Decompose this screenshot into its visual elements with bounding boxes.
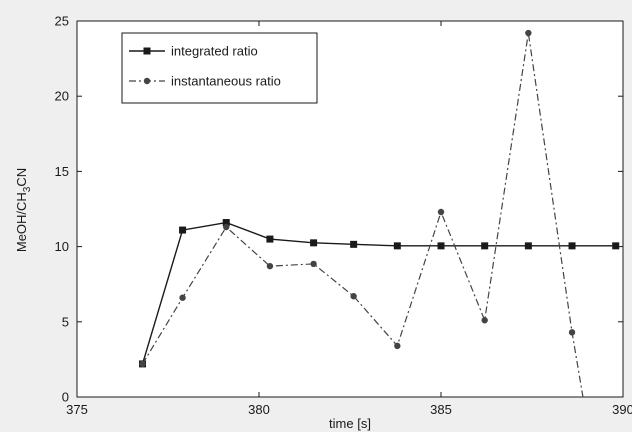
integrated-point-11: [612, 242, 620, 250]
instantaneous-point-7: [437, 208, 445, 216]
instantaneous-point-8: [481, 317, 488, 324]
y-tick-label-5: 25: [55, 14, 69, 29]
integrated-point-7: [437, 242, 445, 250]
legend-label-instantaneous: instantaneous ratio: [171, 74, 281, 89]
instantaneous-point-10: [568, 329, 576, 336]
y-tick-label-4: 20: [55, 89, 69, 104]
y-tick-label-1: 5: [62, 314, 69, 329]
y-tick-label-2: 10: [55, 239, 69, 254]
integrated-point-5: [350, 240, 358, 248]
integrated-point-8: [481, 242, 489, 250]
instantaneous-point-2: [223, 223, 230, 231]
legend-label-integrated: integrated ratio: [171, 44, 258, 59]
axes: 375 380 385 390 0 5 10 15 20 25: [55, 14, 632, 418]
instantaneous-point-3: [266, 262, 274, 270]
legend: integrated ratio instantaneous ratio: [121, 32, 318, 104]
x-tick-label-2: 385: [430, 402, 452, 417]
x-tick-label-0: 375: [66, 402, 88, 417]
x-axis-label: time [s]: [329, 416, 371, 431]
y-axis-label-tail: CN: [14, 168, 29, 187]
integrated-point-1: [179, 226, 187, 234]
legend-marker-instantaneous: [143, 77, 151, 85]
integrated-point-4: [310, 239, 318, 247]
y-axis-label-sub: 3: [22, 186, 33, 192]
y-tick-label-3: 15: [55, 164, 69, 179]
integrated-point-2: [222, 219, 230, 227]
y-axis-label-main: MeOH/CH: [14, 192, 29, 252]
legend-marker-integrated: [143, 47, 151, 55]
instantaneous-point-5: [350, 293, 357, 300]
y-tick-label-0: 0: [62, 390, 69, 405]
instantaneous-point-6: [394, 342, 401, 350]
series-line-integrated: [141, 221, 616, 365]
instantaneous-point-9: [525, 29, 532, 37]
legend-box: [121, 32, 318, 104]
y-axis-label: MeOH/CH3CN: [14, 168, 33, 252]
integrated-point-9: [524, 242, 532, 250]
series-group: [139, 29, 620, 398]
series-line-instantaneous: [142, 32, 584, 398]
instantaneous-point-4: [310, 260, 317, 268]
integrated-point-6: [393, 242, 401, 250]
instantaneous-point-1: [179, 294, 186, 301]
integrated-point-10: [568, 242, 576, 250]
x-tick-label-1: 380: [248, 402, 270, 417]
x-tick-label-3: 390: [612, 402, 632, 417]
integrated-point-3: [266, 235, 274, 243]
instantaneous-point-0: [139, 360, 146, 368]
